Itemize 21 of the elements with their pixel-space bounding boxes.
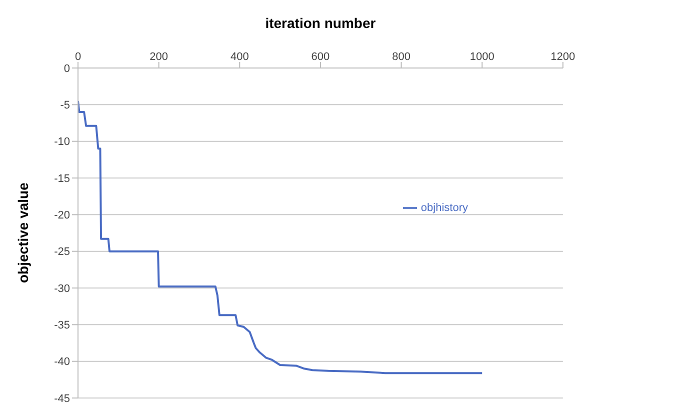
y-tick-label: -30 <box>54 282 70 295</box>
legend-label: objhistory <box>420 202 468 214</box>
y-tick-label: -35 <box>54 320 70 332</box>
y-tick-label: -15 <box>54 172 70 185</box>
line-series <box>78 100 484 374</box>
y-tick-label: -25 <box>54 246 70 258</box>
x-tick-label: 400 <box>230 51 249 63</box>
y-tick-label: -45 <box>54 392 70 405</box>
x-tick-label: 600 <box>311 51 330 63</box>
y-axis-title: objective value <box>14 182 31 283</box>
y-tick-label: -20 <box>54 210 70 222</box>
x-tick-label: 1000 <box>470 51 494 63</box>
y-tick-label: 0 <box>64 62 70 75</box>
x-tick-label: 800 <box>392 51 410 63</box>
y-tick-label: -10 <box>54 136 70 148</box>
x-tick-label: 200 <box>150 51 168 63</box>
x-tick-label: 0 <box>74 51 82 63</box>
y-tick-label: -40 <box>54 356 70 368</box>
y-tick-label: -5 <box>60 100 70 112</box>
x-tick-label: 1200 <box>550 51 576 63</box>
x-axis-title: iteration number <box>265 14 376 31</box>
